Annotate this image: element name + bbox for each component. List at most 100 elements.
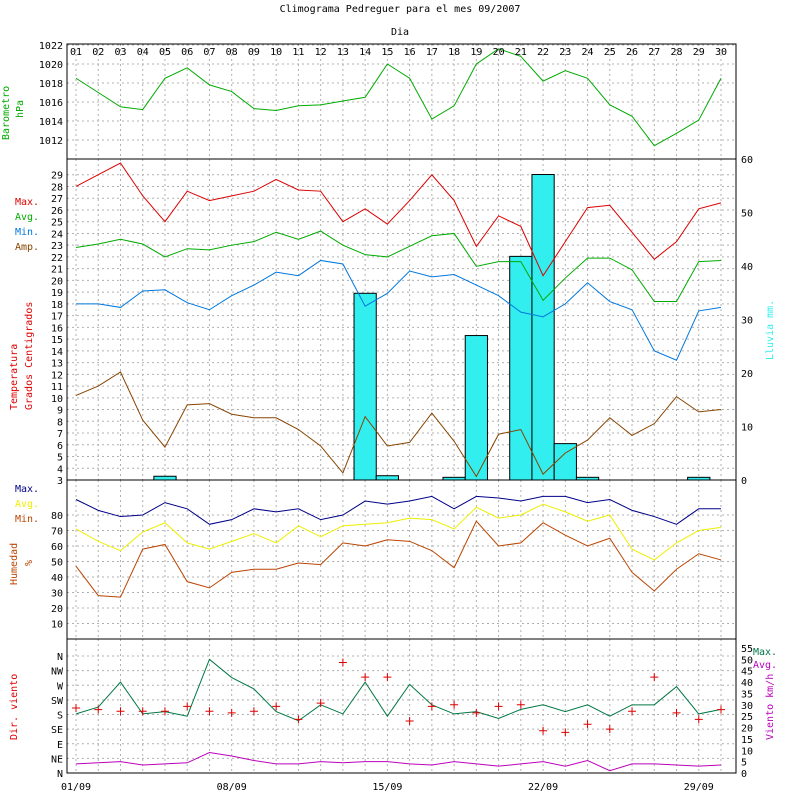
day-label: 06 [181,47,193,58]
humidity-legend-item: Max. [15,484,39,495]
humidity-tick-label: 20 [51,604,63,615]
temperature-tick-label: 27 [51,194,63,205]
temperature-legend-item: Max. [15,197,39,208]
wind-direction-marker [427,702,436,711]
wind-direction-marker [338,658,347,667]
wind-direction-marker [361,673,370,682]
wind-direction-marker [294,715,303,724]
day-label: 30 [715,47,727,58]
day-label: 29 [693,47,705,58]
pressure-axis-unit: hPa [15,100,26,118]
temperature-tick-label: 16 [51,323,63,334]
pressure-tick-label: 1014 [39,117,63,128]
wind-max-line [75,658,722,722]
day-label: 25 [604,47,616,58]
rain-tick-label: 0 [741,476,747,487]
wind-speed-tick-label: 5 [741,758,747,769]
pressure-tick-label: 1022 [39,41,63,52]
humidity-tick-label: 80 [51,511,63,522]
temperature-tick-label: 26 [51,206,63,217]
chart-title: Climograma Pedreguer para el mes 09/2007 [280,4,521,15]
wind-legend-item: Avg. [753,660,777,671]
wind-speed-tick-label: 45 [741,667,753,678]
temperature-tick-label: 8 [57,417,63,428]
day-label: 13 [337,47,349,58]
temperature-tick-label: 21 [51,265,63,276]
wind-direction-marker [138,707,147,716]
panel-frame [66,638,737,774]
day-label: 22 [537,47,549,58]
temperature-tick-label: 17 [51,312,63,323]
wind-direction-marker [205,707,214,716]
wind-direction-marker [472,708,481,717]
wind-direction-marker [494,702,503,711]
day-label: 10 [270,47,282,58]
rain-bar [531,174,555,481]
wind-speed-tick-label: 35 [741,689,753,700]
day-label: 03 [114,47,126,58]
wind-direction-marker [672,708,681,717]
wind-speed-tick-label: 10 [741,746,753,757]
pressure-axis-title: Barometro [1,86,12,140]
rain-tick-label: 40 [741,262,753,273]
wind-speed-tick-label: 25 [741,712,753,723]
humidity-axis-unit: % [24,560,35,566]
day-label: 18 [448,47,460,58]
wind-direction-marker [450,700,459,709]
temperature-legend-item: Avg. [15,212,39,223]
humidity-tick-label: 10 [51,620,63,631]
wind-direction-marker [516,700,525,709]
day-label: 14 [359,47,371,58]
wind-direction-marker [561,728,570,737]
wind-direction-marker [605,725,614,734]
wind-speed-axis-title: Viento km/h [765,674,776,740]
rain-tick-label: 10 [741,423,753,434]
rain-bar [464,335,488,481]
temperature-tick-label: 18 [51,300,63,311]
wind-direction-marker [116,707,125,716]
temperature-tick-label: 13 [51,359,63,370]
day-label: 15 [381,47,393,58]
wind-direction-tick-label: W [57,681,64,692]
humidity-axis-title: Humedad [9,543,20,585]
day-label: 20 [493,47,505,58]
humidity-min-line [75,520,722,598]
temperature-tick-label: 14 [51,347,63,358]
wind-direction-tick-label: E [57,740,63,751]
day-label: 11 [292,47,304,58]
pressure-tick-label: 1020 [39,60,63,71]
temperature-tick-label: 24 [51,229,63,240]
tavg-line [75,230,722,303]
day-label: 04 [137,47,149,58]
day-label: 07 [203,47,215,58]
wind-direction-marker [227,708,236,717]
day-label: 12 [315,47,327,58]
day-label: 27 [648,47,660,58]
wind-legend-item: Max. [753,647,777,658]
wind-direction-marker [583,720,592,729]
wind-direction-tick-label: N [57,769,63,780]
temperature-tick-label: 10 [51,394,63,405]
temperature-tick-label: 6 [57,441,63,452]
rain-axis-title: Lluvia mm. [765,300,776,360]
wind-direction-marker [272,702,281,711]
temperature-tick-label: 19 [51,288,63,299]
humidity-max-line [75,495,721,525]
day-label: 05 [159,47,171,58]
date-label: 01/09 [61,782,91,793]
humidity-tick-label: 70 [51,527,63,538]
wind-speed-tick-label: 40 [741,678,753,689]
wind-speed-tick-label: 20 [741,724,753,735]
day-label: 09 [248,47,260,58]
wind-direction-marker [717,705,725,714]
temperature-legend-item: Amp. [15,242,39,253]
temperature-axis-title: Temperatura [9,344,20,410]
temperature-tick-label: 4 [57,464,63,475]
temperature-tick-label: 9 [57,406,63,417]
wind-direction-marker [405,717,414,725]
wind-direction-marker [160,707,169,716]
wind-direction-marker [316,699,325,708]
wind-direction-marker [650,673,659,682]
wind-direction-axis-title: Dir. viento [9,674,20,740]
wind-direction-marker [628,707,637,716]
